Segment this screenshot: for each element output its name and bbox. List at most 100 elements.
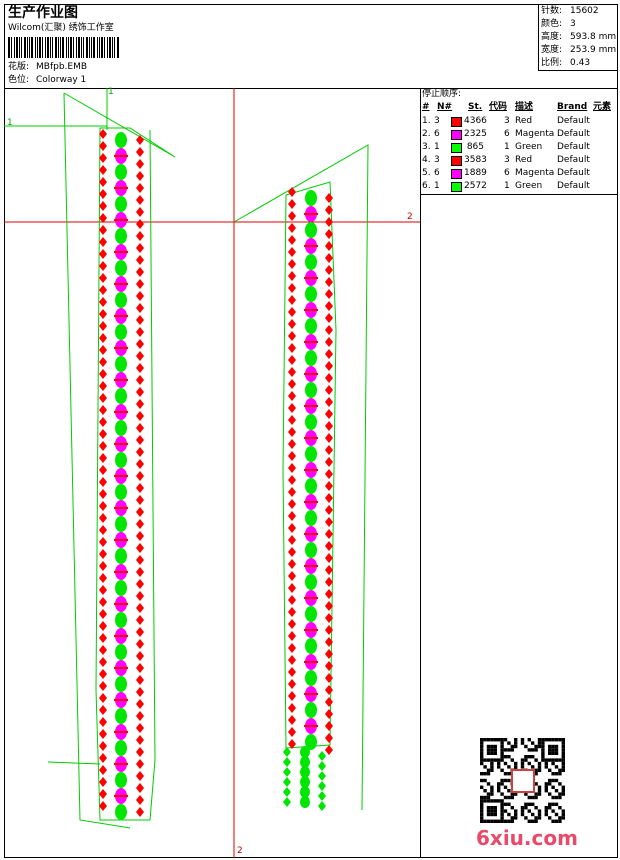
stitch-diamond	[136, 555, 144, 565]
qr-cell	[486, 772, 491, 776]
qr-cell	[541, 748, 545, 752]
stitch-diamond	[136, 471, 144, 481]
stitch-diamond	[99, 321, 107, 331]
qr-cell	[554, 812, 559, 817]
qr-cell	[531, 812, 535, 817]
stitch-motif	[300, 756, 310, 768]
qr-cell	[527, 809, 531, 813]
qr-cell	[486, 751, 491, 755]
design: MBfpb.EMB	[36, 62, 88, 72]
stitch-diamond	[318, 791, 326, 801]
stitch-diamond	[136, 231, 144, 241]
column-header: N#	[437, 102, 453, 112]
stitch-diamond	[99, 597, 107, 607]
stitch-diamond	[288, 355, 296, 365]
row-brand: Default	[557, 129, 590, 139]
stitch-motif	[300, 796, 310, 808]
qr-cell	[534, 819, 538, 823]
stitch-diamond	[288, 487, 296, 497]
stitch-motif	[115, 356, 127, 372]
row-index: 4.	[422, 155, 431, 165]
qr-cell	[480, 751, 484, 755]
qr-cell	[497, 758, 501, 762]
qr-cell	[486, 738, 491, 742]
stitch-diamond	[325, 409, 333, 419]
qr-cell	[503, 785, 508, 789]
barcode-bar	[24, 37, 26, 58]
color-swatch	[451, 169, 462, 179]
stitch-diamond	[325, 397, 333, 407]
qr-cell	[497, 738, 501, 742]
stitch-diamond	[288, 343, 296, 353]
row-brand: Default	[557, 155, 590, 165]
qr-cell	[483, 795, 487, 800]
qr-cell	[490, 738, 494, 742]
barcode-bar	[52, 37, 53, 58]
qr-cell	[561, 812, 565, 817]
marker: 1	[108, 87, 114, 97]
stitch-diamond	[325, 217, 333, 227]
qr-cell	[490, 809, 494, 813]
qr-cell	[534, 795, 538, 800]
stitch-diamond	[288, 379, 296, 389]
stitch-diamond	[99, 801, 107, 811]
qr-cell	[500, 778, 504, 783]
qr-cell	[534, 758, 538, 762]
qr-cell	[500, 809, 504, 813]
stitch-diamond	[325, 205, 333, 215]
stitch-diamond	[288, 439, 296, 449]
stitch-diamond	[99, 141, 107, 151]
stitch-diamond	[325, 421, 333, 431]
stitch-diamond	[325, 637, 333, 647]
qr-cell	[548, 806, 552, 810]
stitch-motif	[300, 746, 310, 758]
stitch-diamond	[136, 219, 144, 229]
stitch-diamond	[136, 663, 144, 673]
qr-cell	[507, 748, 511, 752]
stitch-diamond	[325, 589, 333, 599]
stitch-diamond	[136, 435, 144, 445]
stitch-diamond	[325, 445, 333, 455]
barcode	[8, 37, 119, 58]
stat-label: 比例:	[541, 58, 563, 68]
qr-cell	[537, 792, 542, 796]
row-description: Green	[515, 142, 543, 152]
qr-cell	[507, 795, 511, 800]
stitch-diamond	[325, 361, 333, 371]
qr-cell	[541, 755, 545, 759]
stitch-motif	[115, 388, 127, 404]
qr-cell	[544, 785, 548, 789]
stitch-diamond	[99, 417, 107, 427]
qr-cell	[480, 755, 484, 759]
stitch-diamond	[136, 135, 144, 145]
qr-cell	[490, 799, 494, 803]
qr-cell	[548, 792, 552, 796]
qr-cell	[490, 806, 494, 810]
stitch-motif	[115, 516, 127, 532]
barcode-bar	[83, 37, 84, 58]
stitch-diamond	[136, 159, 144, 169]
qr-cell	[486, 782, 491, 786]
stitch-diamond	[325, 289, 333, 299]
stitch-diamond	[288, 511, 296, 521]
qr-cell	[480, 809, 484, 813]
qr-cell	[541, 741, 545, 745]
stitch-diamond	[288, 295, 296, 305]
stitch-motif	[305, 542, 317, 558]
stitch-diamond	[325, 493, 333, 503]
qr-cell	[486, 795, 491, 800]
stitch-diamond	[136, 267, 144, 277]
stitch-diamond	[318, 781, 326, 791]
outline	[47, 761, 101, 765]
stitch-diamond	[325, 349, 333, 359]
stitch-diamond	[318, 751, 326, 761]
barcode-bar	[58, 37, 59, 58]
qr-cell	[500, 744, 504, 749]
qr-cell	[500, 782, 504, 786]
stitch-motif	[115, 196, 127, 212]
stitch-diamond	[99, 405, 107, 415]
barcode-bar	[62, 37, 64, 58]
qr-cell	[493, 744, 497, 749]
